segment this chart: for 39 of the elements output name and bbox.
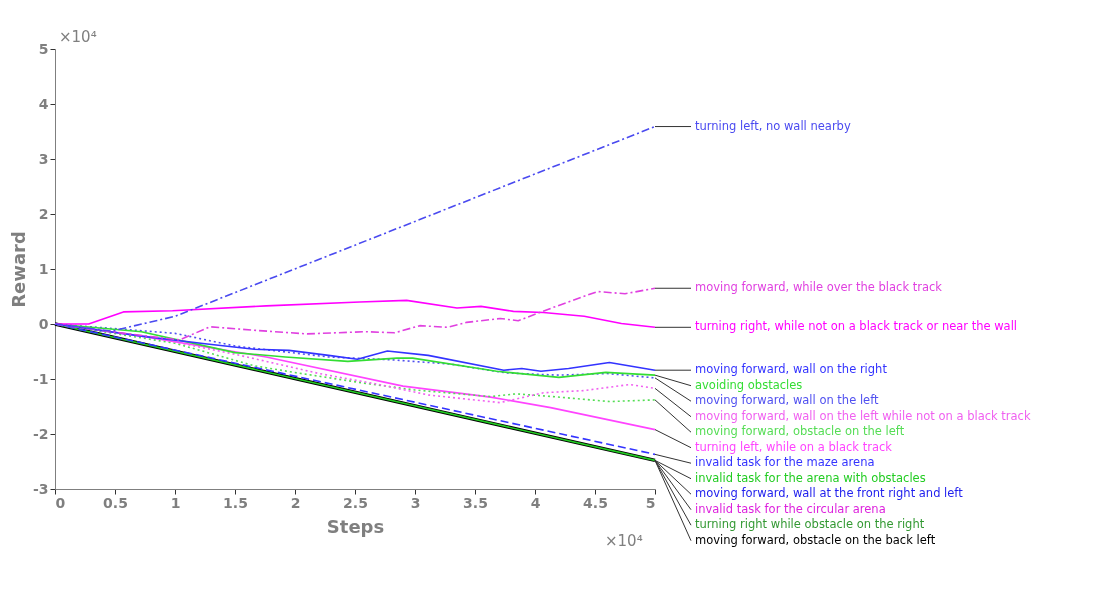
x-tick-label: 1.5 <box>223 494 248 511</box>
y-tick-label: 3 <box>38 150 49 167</box>
y-axis-title: Reward <box>7 231 29 308</box>
text: ×10⁴ <box>59 28 97 46</box>
legend-label: turning right while obstacle on the right <box>695 517 925 532</box>
y-tick-label: -3 <box>32 480 49 497</box>
legend-label: moving forward, wall at the front right and left <box>695 486 964 501</box>
text: moving forward, obstacle on the left <box>695 424 905 439</box>
text: turning left, while on a black track <box>695 439 893 454</box>
y-tick-label: 5 <box>38 40 49 57</box>
x-tick-label: 0 <box>55 494 66 511</box>
text: ×10⁴ <box>605 532 643 550</box>
x-tick-label: 1 <box>170 494 181 511</box>
x-tick-label: 3.5 <box>463 494 488 511</box>
text: avoiding obstacles <box>695 377 803 392</box>
text: moving forward, while over the black track <box>695 280 943 295</box>
x-tick-label: 0.5 <box>103 494 128 511</box>
text: moving forward, obstacle on the back left <box>695 532 936 547</box>
text: invalid task for the maze arena <box>695 455 875 470</box>
x-tick-label: 3 <box>410 494 421 511</box>
text: turning right, while not on a black track or near the wall <box>695 319 1018 334</box>
y-tick-label: 0 <box>38 315 49 332</box>
y-tick-label: 2 <box>38 205 49 222</box>
y-tick-label: 4 <box>38 95 49 112</box>
text: invalid task for the arena with obstacles <box>695 470 926 485</box>
x-axis-title: Steps <box>326 515 385 537</box>
y-tick-label: -2 <box>32 425 49 442</box>
text: moving forward, wall on the left <box>695 393 880 408</box>
legend-label: invalid task for the circular arena <box>695 501 886 516</box>
y-tick-label: -1 <box>32 370 49 387</box>
text: moving forward, wall on the left while not on a black track <box>695 408 1031 423</box>
text: moving forward, wall on the right <box>695 362 888 377</box>
x-tick-label: 2 <box>290 494 301 511</box>
text: turning left, no wall nearby <box>695 118 851 133</box>
x-tick-label: 2.5 <box>343 494 368 511</box>
x-tick-label: 5 <box>645 494 656 511</box>
y-tick-label: 1 <box>38 260 49 277</box>
x-tick-label: 4 <box>530 494 541 511</box>
x-tick-label: 4.5 <box>583 494 608 511</box>
